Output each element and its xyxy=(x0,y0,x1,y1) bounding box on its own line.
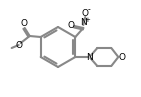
Text: O: O xyxy=(20,19,27,29)
Text: O: O xyxy=(82,9,89,18)
Text: O: O xyxy=(67,22,74,30)
Text: O: O xyxy=(15,42,22,51)
Text: O: O xyxy=(118,52,125,61)
Text: N: N xyxy=(86,52,93,61)
Text: -: - xyxy=(88,6,91,14)
Text: +: + xyxy=(84,17,90,23)
Text: N: N xyxy=(80,18,87,27)
